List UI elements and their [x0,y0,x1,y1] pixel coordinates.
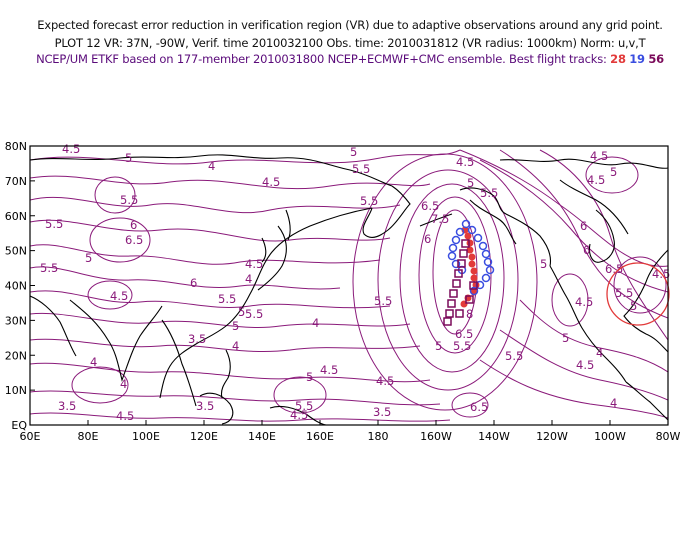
contour-label: 5 [350,145,357,159]
contour-label: 5 [232,319,239,333]
contour-label: 4 [90,355,97,369]
y-tick-label: 50N [5,245,27,258]
y-tick-label: 60N [5,210,27,223]
x-tick-label: 140W [478,430,510,443]
contour-label: 5.5 [453,339,471,353]
contour-label: 5 [467,176,474,190]
contour-label: 5 [125,151,132,165]
x-tick-label: 160W [420,430,452,443]
contour-label: 5 [435,339,442,353]
contour-label: 6.5 [455,327,473,341]
contour-label: 5.5 [218,292,236,306]
contour-label: 5.5 [120,193,138,207]
contour-label: 5 [306,370,313,384]
contour-label: 3.5 [58,399,76,413]
contour-label: 6.5 [470,400,488,414]
contour-label: 4.5 [290,408,308,422]
x-tick-label: 160E [306,430,334,443]
y-tick-label: EQ [11,419,27,432]
contour-label: 4 [120,377,127,391]
contour-label: 8 [466,307,473,321]
contour-label: 5.5 [374,294,392,308]
flight-track-purple [443,239,478,326]
contour-label: 5.5 [615,286,633,300]
x-tick-label: 140E [248,430,276,443]
y-tick-label: 20N [5,349,27,362]
contour-label: 5.5 [360,194,378,208]
contour-label: 3.5 [188,332,206,346]
x-tick-labels: 60E 80E 100E 120E 140E 160E 180 160W 140W 120W 100… [20,430,681,443]
contour-label: 6 [190,276,197,290]
contour-label: 4.5 [456,155,474,169]
contour-label: 5.5 [45,217,63,231]
track-id-red: 28 [610,52,626,66]
contour-label: 4 [208,159,215,173]
x-tick-label: 120W [536,430,568,443]
contour-label: 3.5 [373,405,391,419]
contour-label: 6.5 [421,199,439,213]
contour-label: 5 [85,251,92,265]
y-tick-label: 30N [5,314,27,327]
y-tick-labels: 80N 70N 60N 50N 40N 30N 20N 10N EQ [5,140,28,432]
contour-label: 4.5 [110,289,128,303]
contour-label: 6 [583,243,590,257]
contour-label: 4.5 [320,363,338,377]
y-tick-label: 80N [5,140,27,153]
verification-region-circle [606,262,670,326]
contour-label: 4.5 [376,374,394,388]
contour-label: 4.5 [576,358,594,372]
contour-label: 4 [245,272,252,286]
contour-label: 5 [238,305,245,319]
contour-label: 4.5 [116,409,134,423]
contour-label: 4.5 [62,142,80,156]
contour-label: 4 [312,316,319,330]
x-tick-label: 100W [594,430,626,443]
contour-layer [30,149,668,422]
contour-label: 4.5 [245,257,263,271]
contour-label: 5.5 [245,307,263,321]
contour-label: 6.5 [125,233,143,247]
y-tick-label: 40N [5,280,27,293]
x-tick-label: 180 [368,430,389,443]
contour-label: 5.5 [480,186,498,200]
title-line-2: PLOT 12 VR: 37N, -90W, Verif. time 20100… [54,36,646,50]
contour-label: 4 [610,396,617,410]
contour-label: 5.5 [505,349,523,363]
x-tick-label: 60E [20,430,41,443]
x-tick-label: 80W [656,430,681,443]
contour-label: 4.5 [590,149,608,163]
y-tick-label: 70N [5,175,27,188]
contour-label: 6 [580,219,587,233]
contour-label: 6 [424,232,431,246]
x-tick-label: 80E [78,430,99,443]
contour-label: 4 [596,346,603,360]
contour-label: 5.5 [352,162,370,176]
track-id-purple: 56 [648,52,664,66]
contour-label: 4.5 [262,175,280,189]
title-line-3-text: NCEP/UM ETKF based on 177-member 2010031… [36,52,607,66]
contour-label: 5.5 [295,399,313,413]
x-tick-label: 120E [190,430,218,443]
x-tick-label: 100E [132,430,160,443]
contour-label: 5 [610,165,617,179]
contour-label: 4.5 [575,295,593,309]
contour-label: 6 [130,218,137,232]
axis-ticks [29,145,669,426]
title-line-1: Expected forecast error reduction in ver… [37,18,663,32]
contour-label: 6.5 [605,262,623,276]
contour-label: 3.5 [196,399,214,413]
contour-label: 7.5 [431,212,449,226]
contour-label: 4 [232,339,239,353]
contour-label: 5 [540,257,547,271]
y-tick-label: 10N [5,384,27,397]
contour-label: 5 [562,331,569,345]
track-id-blue: 19 [629,52,645,66]
title-line-3: NCEP/UM ETKF based on 177-member 2010031… [0,52,700,66]
contour-label: 5 [630,299,637,313]
contour-label: 5.5 [40,261,58,275]
coastline-layer [30,154,668,425]
contour-label: 4.5 [587,173,605,187]
